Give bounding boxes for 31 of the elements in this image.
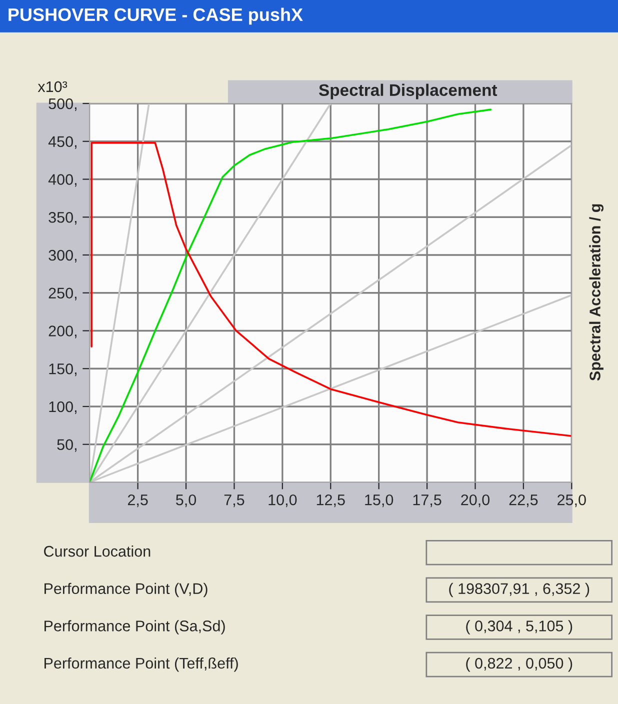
text: x10³ xyxy=(38,81,68,92)
y-tick-label: 400, xyxy=(48,174,76,187)
y-tick-label: 500, xyxy=(48,98,76,111)
y-tick-label: 50, xyxy=(57,439,76,452)
x-tick-label: 12,5 xyxy=(316,494,345,508)
text: Cursor Location xyxy=(44,546,150,557)
x-axis-title: Spectral Displacement xyxy=(318,84,498,100)
x-tick-label: 7,5 xyxy=(224,494,244,508)
text: Performance Point (Teff,ßeff) xyxy=(44,657,238,672)
text: ( 198307,91 , 6,352 ) xyxy=(449,582,590,598)
x-tick-label: 5,0 xyxy=(176,494,196,508)
x-tick-label: 10,0 xyxy=(268,494,297,508)
y-tick-label: 100, xyxy=(49,401,76,414)
text: ( 0,304 , 5,105 ) xyxy=(466,620,572,634)
text: ( 0,822 , 0,050 ) xyxy=(466,657,572,672)
x-tick-label: 22,5 xyxy=(509,494,538,508)
x-tick-label: 17,5 xyxy=(413,494,442,508)
y-tick-label: 450, xyxy=(48,136,76,149)
x-tick-label: 2,5 xyxy=(128,494,148,508)
text: Performance Point (Sa,Sd) xyxy=(44,620,225,634)
y-axis-title: Spectral Acceleration / g xyxy=(589,204,604,381)
x-tick-label: 20,0 xyxy=(461,494,490,508)
x-tick-label: 25,0 xyxy=(558,494,586,508)
y-tick-label: 350, xyxy=(48,212,76,225)
text: Performance Point (V,D) xyxy=(44,582,208,598)
chart-title: PUSHOVER CURVE - CASE pushX xyxy=(8,8,303,25)
y-tick-label: 250, xyxy=(48,288,76,300)
y-tick-label: 150, xyxy=(49,363,76,376)
y-tick-label: 300, xyxy=(48,250,76,262)
y-tick-label: 200, xyxy=(48,326,76,338)
x-tick-label: 15,0 xyxy=(365,494,394,508)
